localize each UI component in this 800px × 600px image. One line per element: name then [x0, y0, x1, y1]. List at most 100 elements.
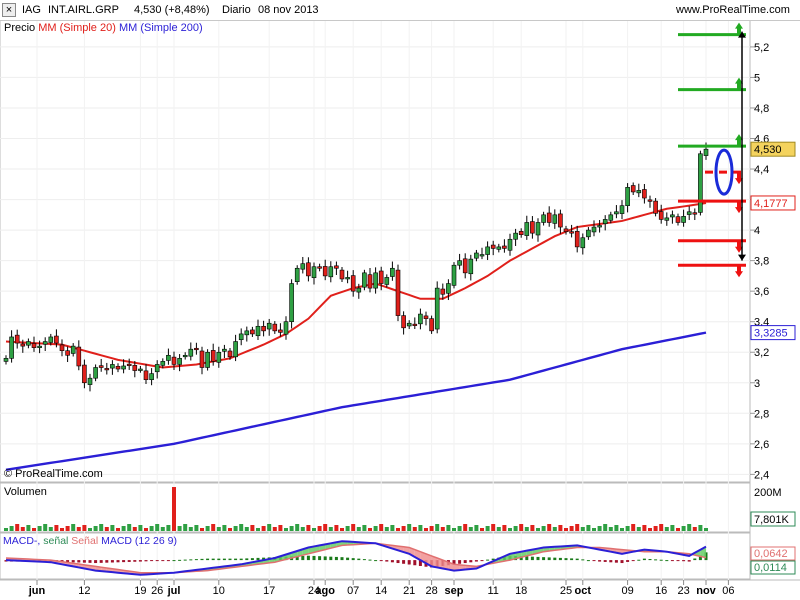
macd-histogram-bar: [682, 560, 686, 562]
volume-bar: [597, 526, 602, 531]
volume-bar: [256, 528, 260, 531]
ma200-line: [5, 331, 707, 471]
volume-bar: [278, 525, 283, 531]
macd-histogram-bar: [642, 558, 646, 561]
levels-layer: [678, 22, 746, 278]
macd-histogram-bar: [306, 555, 310, 561]
candle: [569, 231, 574, 234]
volume-bar: [664, 527, 669, 531]
ma200-value-label-box: [750, 325, 796, 341]
candle: [530, 221, 535, 234]
period-label: Diario: [222, 4, 251, 16]
candle: [563, 228, 569, 232]
volume-bar: [345, 526, 350, 531]
macd-histogram-bar: [351, 558, 355, 561]
macd-histogram-bar: [245, 558, 249, 561]
candle: [328, 266, 334, 278]
macd-histogram-bar: [463, 560, 467, 564]
volume-bar: [32, 528, 36, 531]
candle: [479, 254, 485, 257]
volume-bar: [222, 525, 227, 531]
y-tick-labels: 2,42,62,833,23,43,63,844,24,44,64,855,2: [754, 42, 769, 481]
candle: [608, 214, 614, 221]
candle: [496, 246, 502, 250]
x-tick-label: 12: [78, 585, 90, 597]
close-icon[interactable]: ×: [2, 3, 16, 17]
candle: [138, 368, 143, 371]
legend-macd-params: MACD (12 26 9): [101, 535, 177, 547]
volume-bar: [396, 528, 400, 531]
candle: [149, 373, 154, 381]
candle: [664, 217, 670, 221]
price-tick-label: 4,4: [754, 164, 769, 176]
candle: [541, 214, 546, 223]
macd-histogram-bar: [458, 560, 462, 564]
candle: [261, 325, 266, 332]
macd-histogram-bar: [519, 556, 523, 561]
candle: [210, 350, 216, 362]
legend-macd: MACD-,: [3, 535, 41, 547]
volume-bar: [20, 527, 25, 531]
macd-histogram-bar: [564, 558, 568, 561]
ma200-layer: [5, 331, 707, 471]
candle: [272, 323, 278, 332]
volume-bar: [468, 527, 473, 531]
volume-bar: [267, 524, 272, 531]
brand-label[interactable]: www.ProRealTime.com: [676, 4, 790, 16]
volume-bar: [457, 526, 462, 531]
candle: [121, 365, 126, 370]
x-tick-label: 10: [213, 585, 225, 597]
candle: [395, 269, 401, 316]
legend-senal-plain: señal: [43, 535, 69, 547]
date-label: 08 nov 2013: [258, 4, 319, 16]
candle: [250, 329, 255, 335]
candle: [154, 364, 160, 373]
macd-histogram-bar: [659, 559, 663, 561]
candle: [42, 341, 48, 345]
candle: [322, 266, 328, 277]
macd-histogram-bar: [385, 560, 389, 562]
candle: [255, 325, 261, 337]
volume-bar: [407, 524, 412, 531]
chart-header: × IAG INT.AIRL.GRP 4,530 (+8,48%) Diario…: [0, 0, 800, 21]
x-tick-label: 14: [375, 585, 387, 597]
volume-bar: [569, 526, 574, 531]
candle: [76, 346, 82, 367]
x-tick-label: 24: [308, 585, 320, 597]
volume-bar: [547, 524, 552, 531]
candle: [143, 370, 149, 381]
volume-bar: [502, 525, 507, 531]
volume-bar: [704, 528, 708, 531]
volume-bar: [88, 528, 92, 531]
candle: [546, 212, 552, 223]
volume-bar: [71, 524, 76, 531]
candle: [317, 266, 322, 269]
candle: [171, 356, 177, 365]
macd-histogram-bar: [665, 560, 669, 562]
volume-panel-frame: [0, 482, 751, 533]
ma20-line: [5, 201, 707, 369]
candle: [244, 330, 250, 336]
candle: [574, 231, 580, 248]
macd-fill: [454, 564, 460, 571]
macd-histogram-bar: [379, 560, 383, 562]
candle: [647, 199, 653, 202]
macd-histogram-bar: [480, 560, 484, 562]
macd-histogram-bar: [407, 560, 411, 565]
volume-bar: [306, 525, 311, 531]
candle: [82, 364, 87, 384]
macd-histogram-bar: [183, 559, 187, 561]
arrow-down-icon: [735, 173, 743, 185]
volume-bar: [200, 528, 204, 531]
macd-value-label-2: 0,0114: [754, 562, 787, 574]
candle: [513, 232, 518, 240]
volume-bar: [37, 526, 42, 531]
volume-bar: [698, 525, 703, 531]
macd-histogram-bar: [228, 558, 232, 561]
candles-layer: [3, 142, 709, 392]
volume-bar: [323, 524, 328, 531]
arrow-up-icon: [735, 134, 743, 146]
x-tick-label: 06: [722, 585, 734, 597]
candle: [485, 246, 490, 255]
volume-bar: [429, 526, 434, 531]
